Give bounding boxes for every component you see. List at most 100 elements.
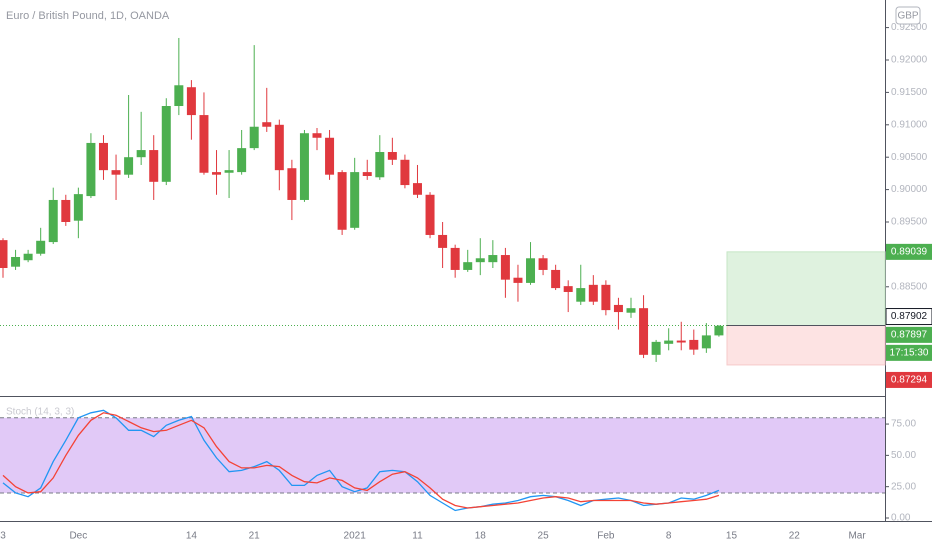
candle-body bbox=[149, 150, 159, 182]
y-tick-label: 0.92500 bbox=[891, 22, 928, 33]
y-tick-label: 0.89500 bbox=[891, 217, 928, 228]
x-tick-label: Feb bbox=[597, 531, 615, 542]
candle-body bbox=[664, 340, 674, 344]
candle-body bbox=[23, 253, 33, 261]
candle-body bbox=[350, 172, 360, 228]
candle-body bbox=[412, 183, 422, 195]
candle-body bbox=[714, 325, 724, 336]
y-tick-label: 25.00 bbox=[891, 481, 916, 492]
x-tick-label: 14 bbox=[186, 531, 198, 542]
stop-zone bbox=[726, 325, 886, 366]
candle-body bbox=[701, 335, 711, 349]
candle-body bbox=[299, 133, 309, 200]
candle-body bbox=[237, 148, 247, 173]
stoch-band bbox=[0, 417, 885, 493]
candle-body bbox=[626, 308, 636, 313]
candle-body bbox=[576, 288, 586, 302]
y-tick-label: 0.90000 bbox=[891, 184, 928, 195]
candle-body bbox=[186, 87, 196, 116]
candle-body bbox=[124, 157, 134, 175]
candle-body bbox=[98, 142, 108, 171]
candle-body bbox=[249, 126, 259, 149]
candle-body bbox=[325, 137, 335, 175]
candle-body bbox=[387, 152, 397, 160]
x-tick-label: 11 bbox=[412, 531, 423, 542]
price-label: 0.87902 bbox=[891, 311, 928, 322]
y-tick-label: 50.00 bbox=[891, 450, 916, 461]
target-zone bbox=[726, 251, 886, 327]
candle-body bbox=[425, 194, 435, 235]
candle-body bbox=[588, 284, 598, 302]
x-tick-label: 15 bbox=[726, 531, 738, 542]
candle-body bbox=[450, 247, 460, 270]
candle-body bbox=[11, 256, 21, 267]
candle-body bbox=[488, 255, 498, 263]
candle-body bbox=[174, 85, 184, 107]
price-label: 0.87294 bbox=[891, 375, 928, 386]
stoch-line bbox=[2, 412, 720, 509]
price-label-box bbox=[886, 326, 932, 343]
candle-body bbox=[500, 255, 510, 280]
x-tick-label: Dec bbox=[69, 531, 87, 542]
candle-body bbox=[312, 133, 322, 138]
candle-body bbox=[513, 277, 523, 283]
price-label-box bbox=[886, 371, 932, 388]
candle-body bbox=[61, 199, 71, 222]
candle-body bbox=[36, 240, 46, 254]
candle-body bbox=[262, 122, 272, 127]
candle-body bbox=[224, 170, 234, 173]
chart-title: Euro / British Pound, 1D, OANDA bbox=[6, 10, 170, 22]
candle-body bbox=[274, 124, 284, 171]
candle-body bbox=[651, 341, 661, 355]
candle-body bbox=[526, 258, 536, 283]
y-tick-label: 0.92000 bbox=[891, 55, 928, 66]
price-label: 0.89039 bbox=[891, 247, 928, 258]
candle-body bbox=[48, 199, 58, 243]
x-tick-label: 25 bbox=[538, 531, 550, 542]
candle-body bbox=[199, 115, 209, 173]
candle-body bbox=[375, 152, 385, 178]
candle-body bbox=[463, 262, 473, 270]
candle-body bbox=[551, 269, 561, 289]
x-tick-label: 3 bbox=[0, 531, 6, 542]
y-tick-label: 0.88500 bbox=[891, 281, 928, 292]
candle-body bbox=[0, 240, 8, 268]
candle-body bbox=[438, 234, 448, 248]
candle-body bbox=[161, 106, 171, 182]
x-tick-label: Mar bbox=[848, 531, 866, 542]
y-tick-label: 0.91000 bbox=[891, 119, 928, 130]
candle-body bbox=[362, 172, 372, 176]
candle-body bbox=[337, 172, 347, 230]
candle-body bbox=[601, 284, 611, 311]
indicator-title: Stoch (14, 3, 3) bbox=[6, 407, 74, 418]
candle-body bbox=[73, 194, 83, 221]
price-label: 17:15:30 bbox=[890, 348, 929, 359]
x-tick-label: 21 bbox=[249, 531, 261, 542]
currency-badge-label: GBP bbox=[897, 11, 918, 22]
y-tick-label: 0.90500 bbox=[891, 152, 928, 163]
candle-body bbox=[538, 258, 548, 270]
currency-badge bbox=[895, 6, 921, 25]
candle-body bbox=[111, 170, 121, 175]
y-tick-label: 0.91500 bbox=[891, 87, 928, 98]
candle-body bbox=[287, 168, 297, 200]
candle-body bbox=[676, 340, 686, 343]
x-tick-label: 22 bbox=[789, 531, 801, 542]
candle-body bbox=[563, 286, 573, 292]
price-label-border bbox=[885, 308, 932, 326]
candle-body bbox=[689, 339, 699, 350]
candle-body bbox=[86, 142, 96, 197]
price-label-box bbox=[886, 344, 932, 361]
candle-body bbox=[400, 159, 410, 186]
y-tick-label: 0.00 bbox=[891, 513, 911, 524]
price-label: 0.87897 bbox=[891, 330, 928, 341]
y-tick-label: 75.00 bbox=[891, 419, 916, 430]
price-label-box bbox=[886, 308, 932, 325]
candle-body bbox=[639, 308, 649, 355]
candle-body bbox=[136, 150, 146, 158]
x-tick-label: 18 bbox=[475, 531, 487, 542]
price-label-box bbox=[886, 243, 932, 260]
x-tick-label: 8 bbox=[666, 531, 672, 542]
candle-body bbox=[475, 258, 485, 263]
